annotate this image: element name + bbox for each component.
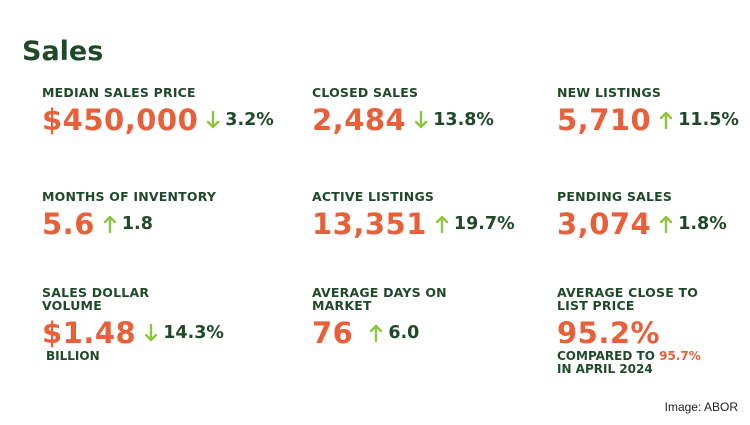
stat-label: PENDING SALES	[557, 189, 673, 204]
stat-change: 14.3%	[163, 323, 224, 343]
stat-value: 76	[312, 316, 354, 350]
stat-label-line2: VOLUME	[42, 298, 102, 313]
stat-change: 13.8%	[433, 110, 494, 130]
stat-value: $450,000	[42, 103, 199, 137]
stat-change: 3.2%	[225, 110, 274, 130]
stat-average-days-on-market: AVERAGE DAYS ON MARKET 76 6.0	[312, 286, 447, 350]
stat-sales-dollar-volume: SALES DOLLAR VOLUME $1.48 14.3% BILLION	[42, 286, 224, 363]
stat-label-line1: AVERAGE DAYS ON	[312, 285, 447, 300]
arrow-down-icon	[145, 323, 158, 342]
stat-median-sales-price: MEDIAN SALES PRICE $450,000 3.2%	[42, 86, 274, 137]
stat-label: NEW LISTINGS	[557, 85, 662, 100]
arrow-up-icon	[103, 215, 117, 234]
stat-value: 2,484	[312, 103, 407, 137]
stat-label: ACTIVE LISTINGS	[312, 189, 435, 204]
stat-value: $1.48	[42, 316, 137, 350]
stat-label-line2: LIST PRICE	[557, 298, 635, 313]
cropped-text-top: ▪▪▪ ▪▪▪▪ ▪▪▪▪▪▪ ▪▪ ▪▪▪ ▪▪▪▪ ▪▪▪▪▪▪▪▪▪▪ ▪…	[40, 0, 600, 3]
arrow-down-icon	[207, 110, 220, 129]
stat-value: 3,074	[557, 207, 652, 241]
arrow-up-icon	[370, 324, 383, 343]
stat-change: 19.7%	[453, 214, 515, 234]
compare-suffix: IN APRIL 2024	[557, 362, 653, 376]
stat-pending-sales: PENDING SALES 3,074 1.8%	[557, 190, 727, 241]
stat-label-line1: AVERAGE CLOSE TO	[557, 285, 699, 300]
stat-comparison: COMPARED TO 95.7%	[557, 350, 701, 363]
image-credit: Image: ABOR	[664, 400, 738, 414]
stat-label: MONTHS OF INVENTORY	[42, 189, 217, 204]
stat-value: 13,351	[312, 207, 427, 241]
arrow-down-icon	[415, 110, 428, 129]
stat-label: MEDIAN SALES PRICE	[42, 85, 196, 100]
stat-value: 95.2%	[557, 316, 661, 350]
stat-change: 1.8%	[678, 214, 727, 234]
stat-change: 1.8	[121, 214, 153, 234]
stat-active-listings: ACTIVE LISTINGS 13,351 19.7%	[312, 190, 515, 241]
stat-unit: BILLION	[46, 349, 100, 363]
stat-change: 11.5%	[678, 110, 739, 130]
stat-label: CLOSED SALES	[312, 85, 419, 100]
stat-months-of-inventory: MONTHS OF INVENTORY 5.6 1.8	[42, 190, 216, 241]
compare-value: 95.7%	[659, 349, 701, 363]
section-title: Sales	[22, 36, 104, 67]
stat-value: 5.6	[42, 207, 95, 241]
compare-prefix: COMPARED TO	[557, 349, 655, 363]
stat-change: 6.0	[388, 323, 420, 343]
arrow-up-icon	[660, 111, 673, 130]
stat-closed-sales: CLOSED SALES 2,484 13.8%	[312, 86, 494, 137]
stat-value: 5,710	[557, 103, 652, 137]
stat-average-close-to-list-price: AVERAGE CLOSE TO LIST PRICE 95.2% COMPAR…	[557, 286, 701, 376]
stat-label-line2: MARKET	[312, 298, 372, 313]
stat-label-line1: SALES DOLLAR	[42, 285, 150, 300]
stat-new-listings: NEW LISTINGS 5,710 11.5%	[557, 86, 739, 137]
arrow-up-icon	[435, 215, 449, 234]
arrow-up-icon	[660, 215, 673, 234]
